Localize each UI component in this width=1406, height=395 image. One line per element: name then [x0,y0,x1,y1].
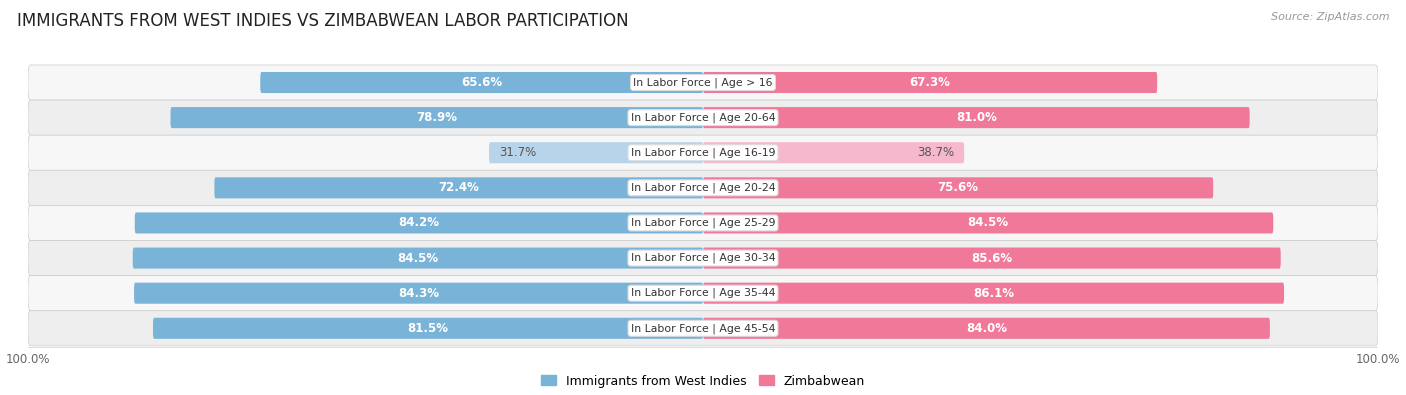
Text: In Labor Force | Age 35-44: In Labor Force | Age 35-44 [631,288,775,299]
Text: 84.5%: 84.5% [398,252,439,265]
FancyBboxPatch shape [703,283,1284,304]
Text: 78.9%: 78.9% [416,111,457,124]
FancyBboxPatch shape [703,107,1250,128]
Text: In Labor Force | Age 25-29: In Labor Force | Age 25-29 [631,218,775,228]
FancyBboxPatch shape [703,248,1281,269]
Text: 86.1%: 86.1% [973,287,1014,300]
Text: In Labor Force | Age 20-64: In Labor Force | Age 20-64 [631,112,775,123]
Text: In Labor Force | Age 30-34: In Labor Force | Age 30-34 [631,253,775,263]
Text: 72.4%: 72.4% [439,181,479,194]
FancyBboxPatch shape [703,177,1213,198]
Text: Source: ZipAtlas.com: Source: ZipAtlas.com [1271,12,1389,22]
Text: 31.7%: 31.7% [499,146,537,159]
FancyBboxPatch shape [135,213,703,233]
FancyBboxPatch shape [132,248,703,269]
FancyBboxPatch shape [260,72,703,93]
Text: 84.5%: 84.5% [967,216,1008,229]
FancyBboxPatch shape [28,311,1378,346]
Text: 75.6%: 75.6% [938,181,979,194]
Text: 67.3%: 67.3% [910,76,950,89]
Text: IMMIGRANTS FROM WEST INDIES VS ZIMBABWEAN LABOR PARTICIPATION: IMMIGRANTS FROM WEST INDIES VS ZIMBABWEA… [17,12,628,30]
Text: 65.6%: 65.6% [461,76,502,89]
FancyBboxPatch shape [170,107,703,128]
FancyBboxPatch shape [703,318,1270,339]
FancyBboxPatch shape [28,205,1378,241]
Text: 84.0%: 84.0% [966,322,1007,335]
FancyBboxPatch shape [214,177,703,198]
Text: 84.2%: 84.2% [398,216,440,229]
FancyBboxPatch shape [134,283,703,304]
FancyBboxPatch shape [28,276,1378,311]
Legend: Immigrants from West Indies, Zimbabwean: Immigrants from West Indies, Zimbabwean [536,370,870,393]
Text: In Labor Force | Age 20-24: In Labor Force | Age 20-24 [631,182,775,193]
FancyBboxPatch shape [703,142,965,163]
FancyBboxPatch shape [28,65,1378,100]
FancyBboxPatch shape [153,318,703,339]
FancyBboxPatch shape [28,241,1378,276]
Text: 84.3%: 84.3% [398,287,439,300]
Text: 81.0%: 81.0% [956,111,997,124]
Text: In Labor Force | Age 16-19: In Labor Force | Age 16-19 [631,147,775,158]
FancyBboxPatch shape [489,142,703,163]
FancyBboxPatch shape [28,100,1378,135]
FancyBboxPatch shape [28,135,1378,170]
Text: 38.7%: 38.7% [917,146,955,159]
Text: In Labor Force | Age 45-54: In Labor Force | Age 45-54 [631,323,775,333]
Text: 85.6%: 85.6% [972,252,1012,265]
Text: 81.5%: 81.5% [408,322,449,335]
FancyBboxPatch shape [703,213,1274,233]
FancyBboxPatch shape [703,72,1157,93]
Text: In Labor Force | Age > 16: In Labor Force | Age > 16 [633,77,773,88]
FancyBboxPatch shape [28,170,1378,205]
